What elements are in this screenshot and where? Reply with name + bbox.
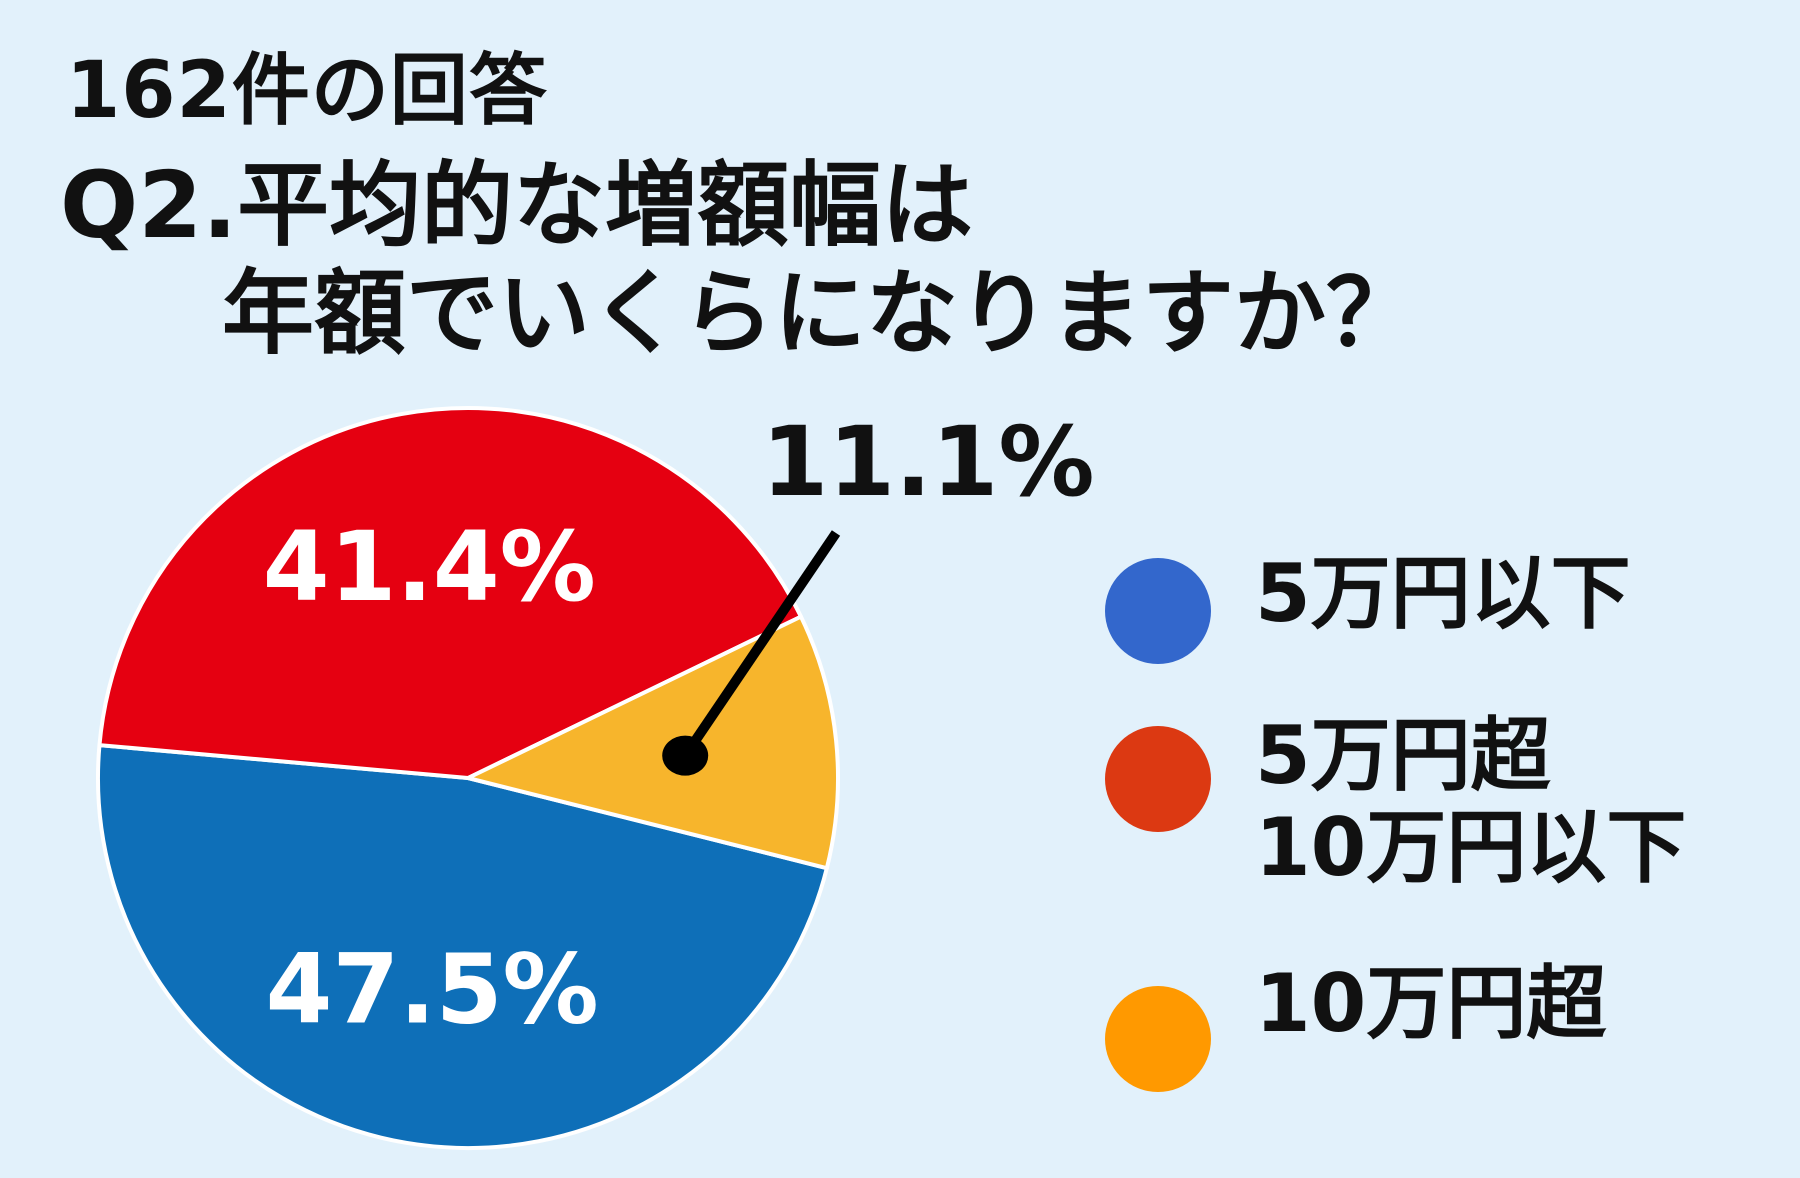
legend-item-2: 10万円超 [1105, 957, 1785, 1092]
legend-swatch-2 [1105, 986, 1211, 1092]
pie-label-1: 41.4% [263, 511, 596, 623]
legend-swatch-1 [1105, 726, 1211, 832]
legend-label-0: 5万円以下 [1255, 547, 1631, 640]
question-title-line2: 年額でいくらになりますか？ [222, 260, 1419, 367]
pie-labels: 47.5% 41.4% 11.1% [263, 406, 1095, 1046]
pie-slice-0 [95, 743, 829, 1150]
leader-line-2 [681, 530, 841, 759]
pie-label-0: 47.5% [266, 934, 599, 1046]
question-title-line1: Q2.平均的な増額幅は [60, 152, 974, 259]
pie-slice-2 [466, 614, 840, 871]
leader-dot-2 [662, 735, 709, 776]
pie-slices [95, 406, 840, 1150]
legend-swatch-0 [1105, 558, 1211, 664]
pie-label-2: 11.1% [761, 406, 1094, 518]
legend-item-1: 5万円超 10万円以下 [1105, 698, 1785, 958]
legend-item-0: 5万円以下 [1105, 530, 1785, 698]
response-count: 162件の回答 [66, 46, 548, 136]
pie-slice-1 [97, 406, 803, 780]
legend-label-2: 10万円超 [1255, 957, 1607, 1050]
legend-label-1: 5万円超 10万円以下 [1255, 709, 1687, 894]
legend: 5万円以下 5万円超 10万円以下 10万円超 [1105, 530, 1785, 1092]
